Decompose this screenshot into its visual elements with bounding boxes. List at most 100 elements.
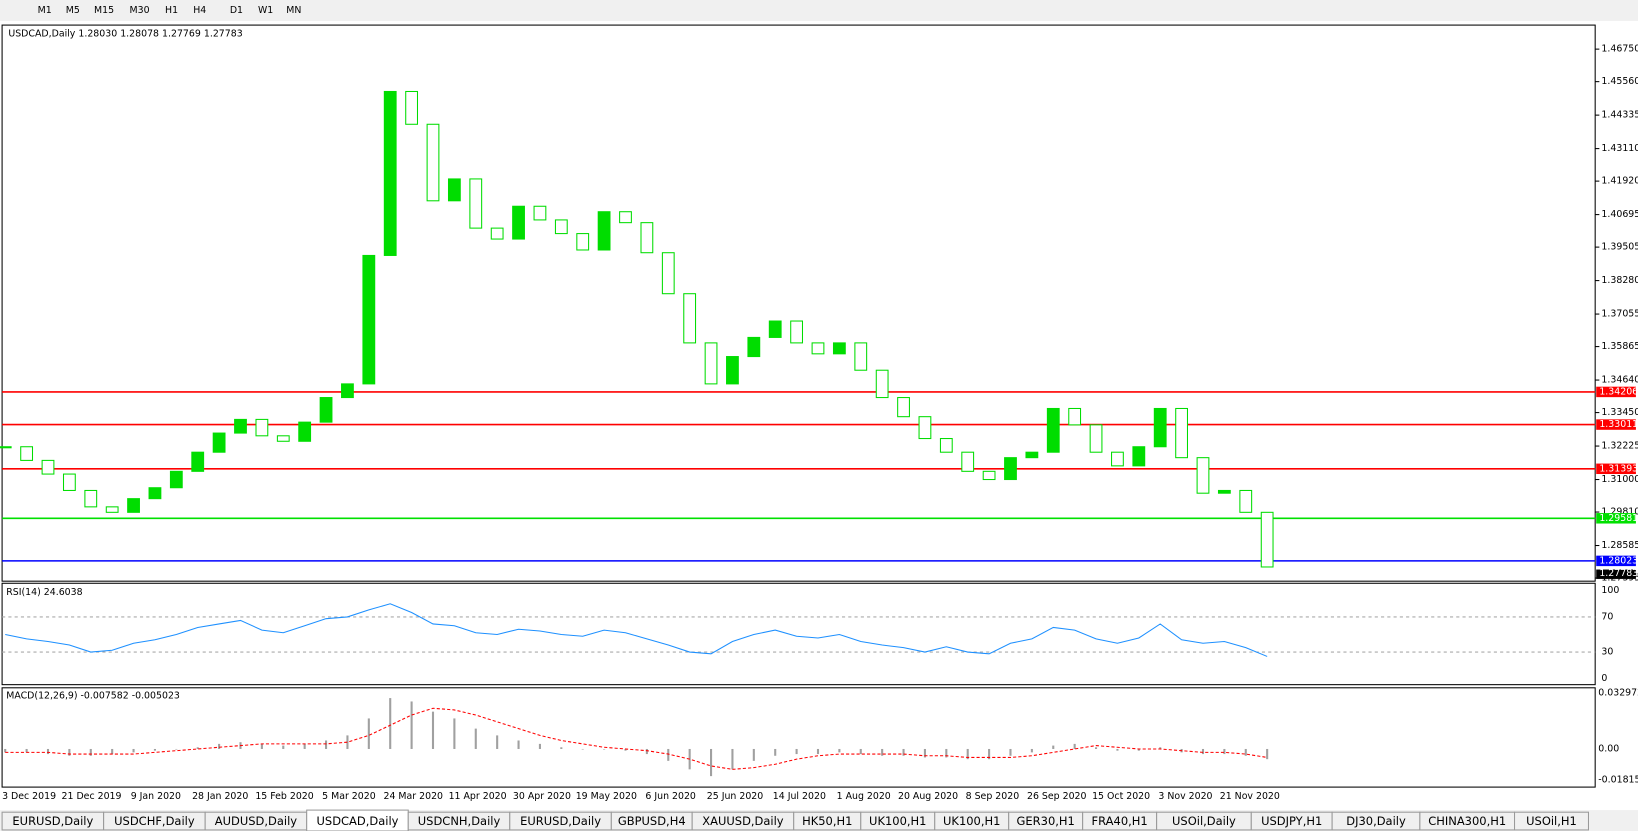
tab-label[interactable]: USDCAD,Daily: [317, 814, 399, 828]
toolbar: [0, 0, 1638, 21]
level-badge: [1596, 555, 1636, 567]
candle: [1217, 489, 1231, 494]
symbol-name: USDCAD,Daily: [8, 28, 75, 39]
candle: [1260, 511, 1274, 568]
macd-bar: [389, 698, 392, 749]
macd-bar: [89, 748, 92, 756]
macd-signal: [5, 707, 1268, 770]
tab-label[interactable]: UK100,H1: [943, 814, 1000, 828]
candle: [1111, 451, 1124, 467]
candle: [961, 451, 975, 472]
macd-bar: [624, 748, 627, 751]
tab-label[interactable]: DJ30,Daily: [1346, 814, 1406, 828]
tab-label[interactable]: USDJPY,H1: [1261, 814, 1322, 828]
y-tick-label: 1.40695: [1601, 209, 1638, 220]
timeframe-button[interactable]: M15: [94, 5, 114, 16]
level-label: 1.34206: [1599, 386, 1638, 397]
macd-bar: [859, 748, 862, 755]
tab-label[interactable]: GBPUSD,H4: [618, 814, 686, 828]
x-tick-label: 15 Oct 2020: [1092, 791, 1150, 802]
macd-bar: [153, 748, 156, 751]
candle: [554, 219, 568, 235]
open: 1.28030: [78, 28, 117, 39]
timeframe-button[interactable]: W1: [258, 5, 273, 16]
tab-label[interactable]: USOil,Daily: [1172, 814, 1236, 828]
rsi-tick-label: 100: [1601, 585, 1619, 596]
x-tick-label: 14 Jul 2020: [773, 791, 826, 802]
macd-bar: [431, 711, 435, 749]
candle: [426, 123, 440, 202]
tab-label[interactable]: HK50,H1: [802, 814, 852, 828]
candle: [276, 435, 290, 442]
level-label: 1.28023: [1599, 555, 1638, 566]
level-badge: [1596, 513, 1636, 524]
timeframe-button[interactable]: D1: [230, 5, 243, 16]
macd-tick-label: -0.018154: [1598, 774, 1638, 785]
candle: [341, 383, 354, 399]
macd-bar: [325, 740, 328, 749]
macd-bar: [303, 743, 306, 749]
macd-bar: [988, 748, 991, 760]
timeframe-button[interactable]: M30: [130, 5, 150, 16]
y-tick-label: 1.45560: [1601, 76, 1638, 87]
timeframe-button[interactable]: H4: [193, 5, 206, 16]
macd-tick-label: 0.032972: [1598, 688, 1638, 699]
tab-label[interactable]: GER30,H1: [1017, 814, 1075, 828]
timeframe-button[interactable]: MN: [286, 5, 301, 16]
macd-bar: [1244, 748, 1247, 756]
y-tick-label: 1.39505: [1601, 242, 1638, 253]
tab[interactable]: [1514, 811, 1590, 831]
candle: [597, 211, 611, 251]
timeframe-button[interactable]: M5: [66, 5, 80, 16]
tab-label[interactable]: UK100,H1: [869, 814, 926, 828]
candle: [383, 90, 397, 256]
candle: [683, 293, 697, 344]
macd-bar: [25, 748, 28, 753]
price-panel: [1, 24, 1596, 582]
candle: [854, 342, 868, 371]
tab-label[interactable]: EURUSD,Daily: [520, 814, 601, 828]
rsi-tick-label: 0: [1601, 673, 1607, 684]
candle: [918, 416, 932, 440]
tab-label[interactable]: FRA40,H1: [1092, 814, 1148, 828]
candle: [640, 222, 654, 254]
candle: [747, 336, 761, 358]
candle: [298, 421, 312, 442]
tab-label[interactable]: USOil,H1: [1526, 814, 1577, 828]
tab-label[interactable]: AUDUSD,Daily: [215, 814, 298, 828]
tab-label[interactable]: XAUUSD,Daily: [702, 814, 784, 828]
macd-bar: [538, 743, 541, 749]
timeframe-button[interactable]: M1: [38, 5, 52, 16]
candle: [768, 320, 782, 338]
candle: [619, 211, 632, 224]
y-tick-label: 1.32225: [1601, 441, 1638, 452]
tab-label[interactable]: USDCNH,Daily: [418, 814, 501, 828]
macd-bar: [1116, 748, 1119, 751]
candle: [0, 446, 12, 449]
macd-bar: [881, 748, 884, 756]
macd-bar: [111, 748, 114, 755]
candle: [533, 205, 547, 221]
timeframe-button[interactable]: H1: [165, 5, 178, 16]
x-tick-label: 21 Nov 2020: [1220, 791, 1280, 802]
macd-bar: [645, 748, 648, 755]
candle: [127, 498, 140, 513]
macd-bar: [68, 748, 71, 756]
x-tick-label: 1 Aug 2020: [837, 791, 891, 802]
x-tick-label: 19 May 2020: [576, 791, 637, 802]
candle: [319, 397, 333, 423]
y-tick-label: 1.33450: [1601, 407, 1638, 418]
rsi-tick-label: 30: [1601, 647, 1613, 658]
tab-label[interactable]: CHINA300,H1: [1428, 814, 1506, 828]
tab-label[interactable]: EURUSD,Daily: [12, 814, 93, 828]
candle: [576, 233, 590, 251]
x-tick-label: 30 Apr 2020: [513, 791, 571, 802]
y-tick-label: 1.46750: [1601, 44, 1638, 55]
tab-label[interactable]: USDCHF,Daily: [114, 814, 195, 828]
candle: [1175, 407, 1189, 459]
y-tick-label: 1.29810: [1601, 507, 1638, 518]
x-tick-label: 5 Mar 2020: [322, 791, 376, 802]
x-tick-label: 26 Sep 2020: [1027, 791, 1087, 802]
